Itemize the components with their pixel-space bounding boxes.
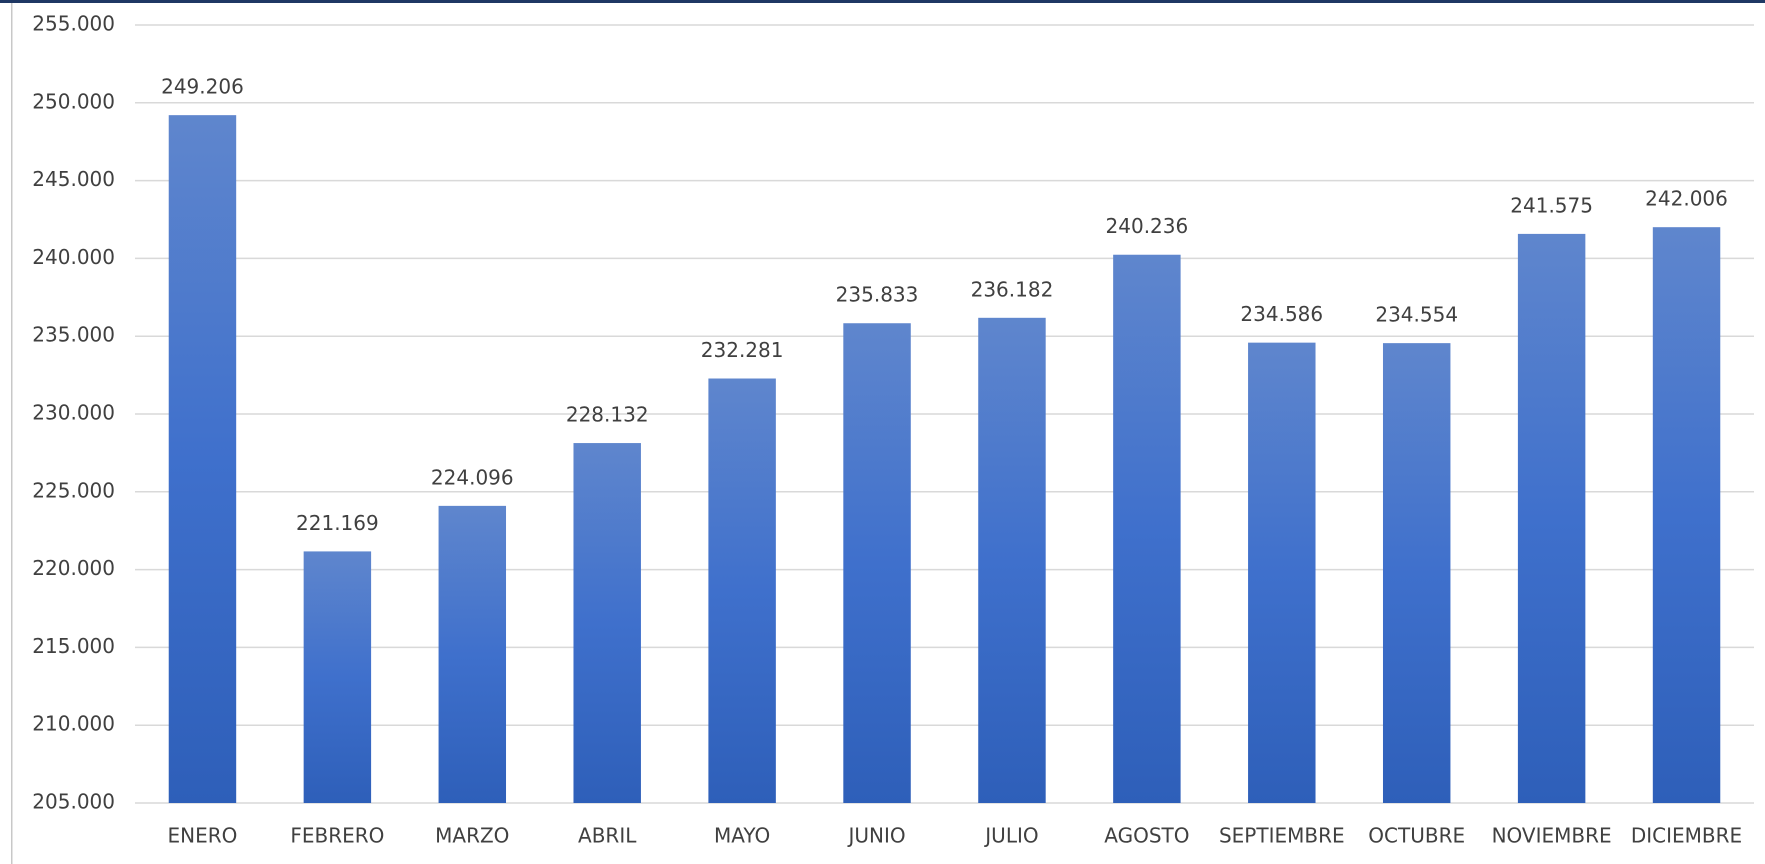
bar	[303, 551, 372, 803]
x-tick-label: AGOSTO	[1104, 824, 1189, 848]
y-tick-label: 230.000	[32, 401, 115, 425]
x-tick-label: MARZO	[435, 824, 509, 848]
x-tick-label: JULIO	[983, 824, 1038, 848]
bar	[708, 378, 776, 803]
data-label: 236.182	[971, 277, 1054, 301]
y-tick-label: 245.000	[32, 167, 115, 191]
y-tick-label: 255.000	[32, 12, 115, 36]
x-tick-label: OCTUBRE	[1368, 824, 1465, 848]
y-tick-label: 215.000	[32, 634, 115, 658]
x-tick-label: MAYO	[714, 824, 770, 848]
data-label: 242.006	[1645, 187, 1728, 211]
bar	[1652, 227, 1721, 803]
data-label: 221.169	[296, 511, 379, 535]
bar	[843, 323, 911, 803]
bar	[1248, 342, 1316, 803]
data-label: 234.554	[1375, 303, 1458, 327]
data-label: 235.833	[836, 283, 919, 307]
bar	[978, 317, 1046, 803]
y-tick-label: 225.000	[32, 478, 115, 502]
x-tick-label: ENERO	[168, 824, 238, 848]
bar	[168, 115, 237, 803]
y-tick-label: 210.000	[32, 712, 115, 736]
data-label: 240.236	[1106, 214, 1189, 238]
data-label: 249.206	[161, 75, 244, 99]
y-tick-label: 250.000	[32, 89, 115, 113]
bar	[1113, 254, 1181, 803]
x-tick-label: JUNIO	[846, 824, 905, 848]
x-tick-label: ABRIL	[578, 824, 637, 848]
top-border	[0, 0, 1765, 3]
bar	[438, 505, 507, 803]
data-label: 228.132	[566, 403, 649, 427]
bar	[573, 443, 641, 803]
bar	[1517, 233, 1586, 803]
data-label: 224.096	[431, 465, 514, 489]
y-tick-label: 220.000	[32, 556, 115, 580]
data-label: 241.575	[1510, 193, 1593, 217]
x-tick-label: SEPTIEMBRE	[1219, 824, 1345, 848]
y-tick-label: 240.000	[32, 245, 115, 269]
y-tick-label: 205.000	[32, 790, 115, 814]
data-label: 234.586	[1240, 302, 1323, 326]
x-tick-label: FEBRERO	[290, 824, 384, 848]
x-tick-label: NOVIEMBRE	[1492, 824, 1612, 848]
x-tick-label: DICIEMBRE	[1631, 824, 1742, 848]
y-tick-label: 235.000	[32, 323, 115, 347]
bar	[1382, 343, 1451, 803]
left-border	[11, 3, 13, 864]
data-label: 232.281	[701, 338, 784, 362]
